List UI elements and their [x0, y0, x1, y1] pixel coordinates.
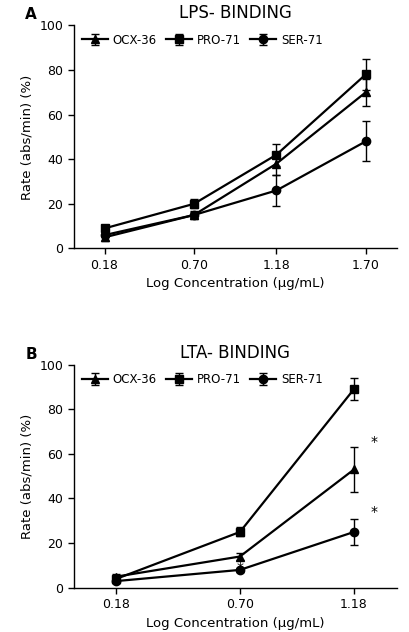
Text: *: * [371, 504, 378, 519]
X-axis label: Log Concentration (μg/mL): Log Concentration (μg/mL) [146, 617, 324, 629]
Y-axis label: Rate (abs/min) (%): Rate (abs/min) (%) [21, 413, 34, 539]
Text: A: A [25, 8, 37, 22]
Title: LTA- BINDING: LTA- BINDING [180, 344, 290, 362]
Title: LPS- BINDING: LPS- BINDING [179, 4, 292, 22]
Text: *: * [236, 561, 243, 576]
Legend: OCX-36, PRO-71, SER-71: OCX-36, PRO-71, SER-71 [79, 31, 325, 49]
X-axis label: Log Concentration (μg/mL): Log Concentration (μg/mL) [146, 277, 324, 291]
Text: B: B [25, 347, 37, 362]
Y-axis label: Rate (abs/min) (%): Rate (abs/min) (%) [21, 74, 34, 200]
Text: *: * [371, 435, 378, 449]
Legend: OCX-36, PRO-71, SER-71: OCX-36, PRO-71, SER-71 [79, 370, 325, 388]
